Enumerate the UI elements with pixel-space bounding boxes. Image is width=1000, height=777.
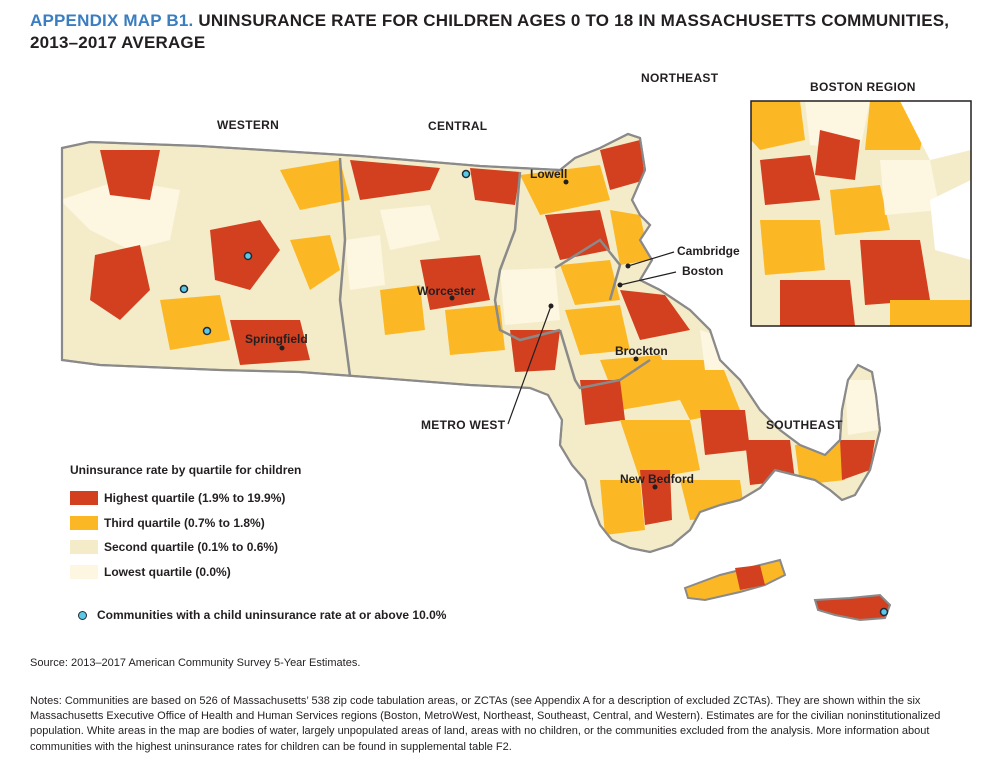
- region-label-northeast: NORTHEAST: [641, 71, 719, 85]
- legend-swatch-highest: [70, 491, 98, 506]
- city-marker-metro-west: [548, 303, 554, 309]
- city-label-lowell: Lowell: [530, 167, 568, 181]
- map-title: APPENDIX MAP B1. UNINSURANCE RATE FOR CH…: [30, 10, 980, 54]
- city-label-springfield: Springfield: [245, 332, 308, 346]
- legend-dot-icon: [78, 610, 87, 620]
- city-marker-boston: [617, 282, 623, 288]
- massachusetts-map: WESTERN CENTRAL NORTHEAST BOSTON REGION …: [60, 71, 972, 622]
- legend-title: Uninsurance rate by quartile for childre…: [70, 463, 302, 477]
- map-title-text: UNINSURANCE RATE FOR CHILDREN AGES 0 TO …: [30, 11, 950, 52]
- city-label-boston: Boston: [682, 264, 724, 278]
- city-marker-springfield: [279, 345, 285, 351]
- city-marker-new-bedford: [652, 484, 658, 490]
- region-label-boston: BOSTON REGION: [810, 80, 916, 94]
- high-rate-dot: [202, 326, 212, 336]
- high-rate-dots: [179, 169, 889, 617]
- legend-label-highest: Highest quartile (1.9% to 19.9%): [104, 491, 286, 506]
- high-rate-dot: [179, 284, 189, 294]
- map-title-prefix: APPENDIX MAP B1.: [30, 11, 194, 30]
- city-label-cambridge: Cambridge: [677, 244, 740, 258]
- legend-swatch-third: [70, 515, 98, 530]
- mainland: [60, 132, 882, 554]
- notes: Notes: Communities are based on 526 of M…: [30, 695, 941, 753]
- legend-label-second: Second quartile (0.1% to 0.6%): [104, 540, 279, 555]
- legend: Uninsurance rate by quartile for childre…: [70, 463, 446, 622]
- region-label-metro-west: METRO WEST: [421, 418, 506, 432]
- legend-label-third: Third quartile (0.7% to 1.8%): [104, 515, 265, 530]
- region-label-southeast: SOUTHEAST: [766, 418, 843, 432]
- legend-item-third: Third quartile (0.7% to 1.8%): [70, 511, 446, 536]
- city-markers: [279, 179, 658, 490]
- legend-item-lowest: Lowest quartile (0.0%): [70, 560, 446, 585]
- city-marker-worcester: [449, 295, 455, 301]
- region-label-central: CENTRAL: [428, 119, 488, 133]
- legend-label-high-rate-dot: Communities with a child uninsurance rat…: [97, 608, 447, 622]
- martha-vineyard: [683, 558, 787, 602]
- legend-item-second: Second quartile (0.1% to 0.6%): [70, 535, 446, 560]
- legend-label-lowest: Lowest quartile (0.0%): [104, 564, 231, 579]
- city-label-new-bedford: New Bedford: [620, 472, 695, 486]
- region-label-western: WESTERN: [217, 118, 280, 132]
- source-note: Source: 2013–2017 American Community Sur…: [30, 657, 361, 669]
- nantucket: [813, 593, 892, 622]
- legend-swatch-lowest: [70, 564, 98, 579]
- legend-item-highest: Highest quartile (1.9% to 19.9%): [70, 486, 446, 511]
- high-rate-dot: [243, 251, 253, 261]
- city-marker-cambridge: [625, 263, 631, 269]
- legend-item-high-rate-dot: Communities with a child uninsurance rat…: [70, 608, 446, 622]
- high-rate-dot: [461, 169, 471, 179]
- city-label-brockton: Brockton: [615, 344, 668, 358]
- boston-region-inset: [750, 100, 972, 327]
- leader-lines: [507, 251, 677, 425]
- city-marker-lowell: [563, 179, 569, 185]
- region-borders: [338, 157, 651, 390]
- city-label-worcester: Worcester: [417, 284, 476, 298]
- map-svg: [60, 100, 972, 622]
- city-marker-brockton: [633, 356, 639, 362]
- legend-swatch-second: [70, 540, 98, 555]
- high-rate-dot: [879, 607, 889, 617]
